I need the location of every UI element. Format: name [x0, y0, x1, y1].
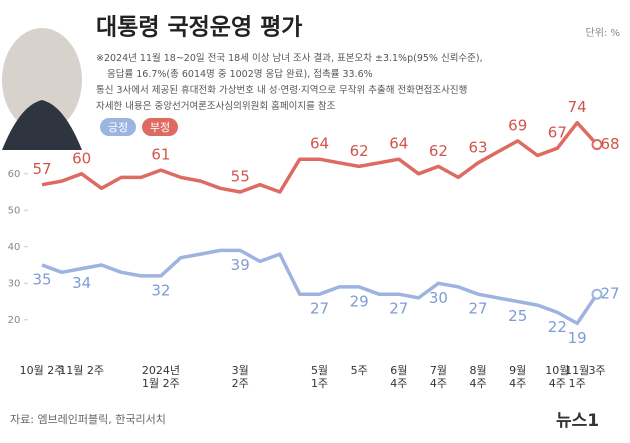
x-tick-label: 10월 4주 [545, 364, 570, 390]
data-label: 35 [32, 271, 51, 289]
logo-box [545, 406, 623, 434]
data-label: 64 [389, 135, 408, 153]
end-marker [591, 288, 603, 300]
logo: 뉴스1 [556, 411, 599, 431]
legend-label: 부정 [150, 121, 170, 134]
photo [2, 100, 82, 150]
data-label: 25 [508, 307, 527, 325]
data-label: 30 [429, 289, 448, 307]
x-tick-label: 11월 1주 [565, 364, 590, 390]
note: 통신 3사에서 제공된 휴대전화 가상번호 내 성·연령·지역으로 무작위 추출… [96, 85, 468, 96]
data-label: 60 [72, 149, 91, 167]
series-line [41, 120, 599, 194]
x-tick-label: 6월 4주 [390, 364, 408, 390]
data-label: 19 [568, 329, 587, 347]
data-label: 34 [72, 274, 91, 292]
x-tick-label: 2024년 1월 2주 [141, 364, 180, 390]
x-tick-label: 11월 2주 [59, 364, 104, 377]
series-line [41, 248, 599, 326]
unit: 단위: % [586, 26, 620, 39]
data-label: 29 [350, 292, 369, 310]
x-tick-label: 5월 1주 [310, 364, 329, 390]
note: 응답률 16.7%(총 6014명 중 1002명 응답 완료), 접촉률 33… [107, 69, 373, 80]
data-label: 74 [568, 98, 587, 116]
legend-swatch [142, 118, 178, 136]
chart-title: 대통령 국정운영 평가 [96, 15, 302, 41]
legend-label: 긍정 [108, 121, 128, 134]
data-label: 64 [310, 135, 329, 153]
note: ※2024년 11월 18~20일 전국 18세 이상 남녀 조사 결과, 표본… [96, 53, 483, 64]
data-label: 27 [310, 300, 329, 318]
x-tick-label: 10월 2주 [19, 364, 65, 377]
data-label: 22 [548, 318, 567, 336]
x-tick-label: 7월 4주 [429, 364, 447, 390]
y-tick-label: 60 [8, 169, 21, 180]
data-label: 67 [548, 124, 567, 142]
data-label: 27 [389, 300, 408, 318]
note: 자세한 내용은 중앙선거여론조사심의위원회 홈페이지를 참조 [96, 101, 336, 112]
data-label: 62 [350, 142, 369, 160]
x-tick-label: 5주 [350, 364, 368, 377]
data-label: 62 [429, 142, 448, 160]
data-label: 55 [231, 168, 250, 186]
data-label: 32 [151, 281, 170, 299]
data-label: 63 [469, 138, 488, 156]
x-tick-label: 9월 4주 [509, 364, 527, 390]
y-tick-label: 30 [8, 278, 21, 289]
y-tick-label: 20 [8, 315, 21, 326]
y-tick-label: 50 [8, 205, 21, 216]
data-label: 39 [231, 256, 250, 274]
end-marker [591, 139, 603, 151]
y-tick-label: 40 [8, 242, 21, 253]
data-label: 68 [600, 135, 619, 153]
data-label: 27 [600, 285, 619, 303]
data-label: 27 [469, 300, 488, 318]
photo [2, 28, 82, 132]
x-tick-label: 3월 2주 [231, 364, 249, 390]
data-label: 69 [508, 116, 527, 134]
data-label: 57 [32, 160, 51, 178]
legend-swatch [100, 118, 136, 136]
data-label: 61 [151, 146, 170, 164]
source: 자료: 엠브레인퍼블릭, 한국리서치 [10, 413, 166, 426]
x-tick-label: 3주 [588, 364, 606, 377]
x-tick-label: 8월 4주 [469, 364, 487, 390]
